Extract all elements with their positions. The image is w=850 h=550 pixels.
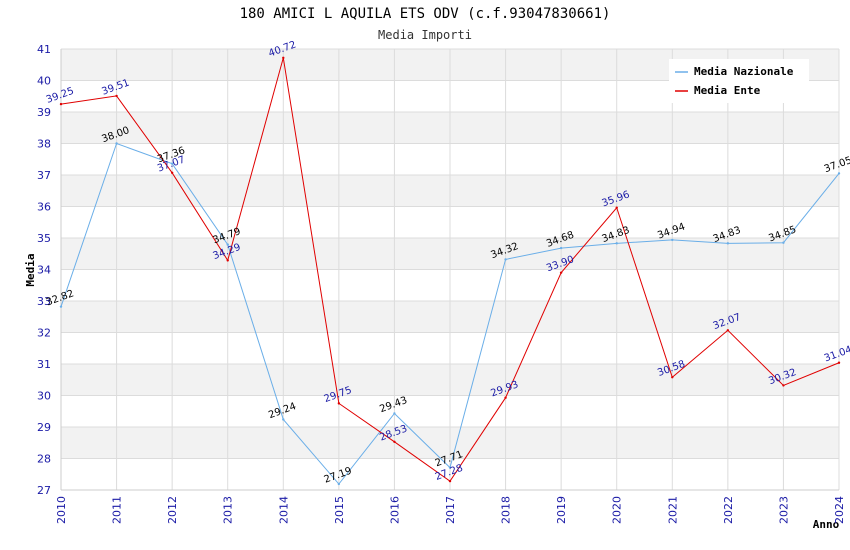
data-point	[671, 238, 674, 242]
data-point	[671, 376, 674, 379]
data-point	[448, 479, 452, 483]
x-tick-label: 2015	[333, 496, 346, 524]
y-tick-label: 38	[37, 138, 51, 151]
x-tick-label: 2018	[500, 496, 513, 524]
y-tick-label: 40	[37, 75, 51, 88]
data-point	[504, 258, 507, 261]
data-point	[504, 396, 507, 399]
y-ticks: 27 28 29 30 31 32 33 34 35 36 37 38 39 40 41	[37, 43, 51, 497]
x-tick-label: 2016	[388, 496, 401, 524]
data-point	[837, 361, 841, 364]
x-tick-label: 2010	[55, 496, 68, 524]
data-point	[226, 259, 229, 262]
x-tick-label: 2017	[444, 496, 457, 524]
x-tick-label: 2013	[222, 496, 235, 524]
chart-title: 180 AMICI L AQUILA ETS ODV (c.f.93047830…	[240, 6, 611, 22]
data-point	[782, 241, 785, 244]
y-tick-label: 39	[37, 106, 51, 119]
series-lines	[59, 56, 841, 486]
data-point	[59, 102, 63, 106]
x-axis-label: Anno	[813, 518, 840, 531]
data-point	[170, 171, 174, 174]
chart-subtitle: Media Importi	[378, 28, 472, 42]
data-point	[115, 94, 118, 98]
data-point	[448, 466, 452, 469]
gridlines	[60, 48, 840, 491]
y-tick-label: 41	[37, 43, 51, 56]
y-tick-label: 35	[37, 232, 51, 245]
x-tick-label: 2011	[111, 496, 124, 524]
data-point	[337, 402, 341, 405]
x-ticks: 2010 2011 2012 2013 2014 2015 2016 2017 2018 2019…	[55, 496, 846, 524]
y-tick-label: 32	[37, 327, 51, 340]
y-tick-label: 33	[37, 295, 51, 308]
data-point	[393, 412, 396, 415]
data-point	[393, 440, 396, 444]
y-tick-label: 28	[37, 453, 51, 466]
data-point	[615, 206, 618, 209]
data-point	[782, 384, 785, 387]
y-axis-label: Media	[24, 253, 37, 286]
data-point	[59, 305, 63, 308]
data-point	[837, 172, 841, 175]
data-point	[115, 142, 118, 145]
legend-label-nazionale: Media Nazionale	[694, 65, 794, 78]
x-tick-label: 2014	[277, 496, 290, 524]
data-point	[559, 246, 563, 250]
y-tick-label: 37	[37, 169, 51, 182]
legend-box	[669, 59, 809, 103]
y-tick-label: 36	[37, 201, 51, 214]
legend: Media Nazionale Media Ente	[669, 59, 809, 103]
y-tick-label: 27	[37, 484, 51, 497]
x-tick-label: 2012	[166, 496, 179, 524]
data-point	[726, 329, 730, 332]
y-tick-label: 30	[37, 390, 51, 403]
y-tick-label: 31	[37, 358, 51, 371]
data-point	[170, 162, 174, 165]
x-tick-label: 2024	[833, 496, 846, 524]
x-tick-label: 2022	[722, 496, 735, 524]
data-point	[282, 56, 285, 60]
data-point	[726, 242, 730, 245]
legend-label-ente: Media Ente	[694, 84, 761, 97]
x-tick-label: 2020	[611, 496, 624, 524]
x-tick-label: 2021	[666, 496, 679, 524]
data-point	[615, 242, 618, 245]
data-point	[337, 482, 341, 486]
y-tick-label: 29	[37, 421, 51, 434]
x-tick-label: 2019	[555, 496, 568, 524]
x-tick-label: 2023	[777, 496, 790, 524]
data-point	[559, 271, 563, 274]
y-tick-label: 34	[37, 264, 51, 277]
data-point	[282, 418, 285, 421]
data-point	[226, 243, 229, 246]
